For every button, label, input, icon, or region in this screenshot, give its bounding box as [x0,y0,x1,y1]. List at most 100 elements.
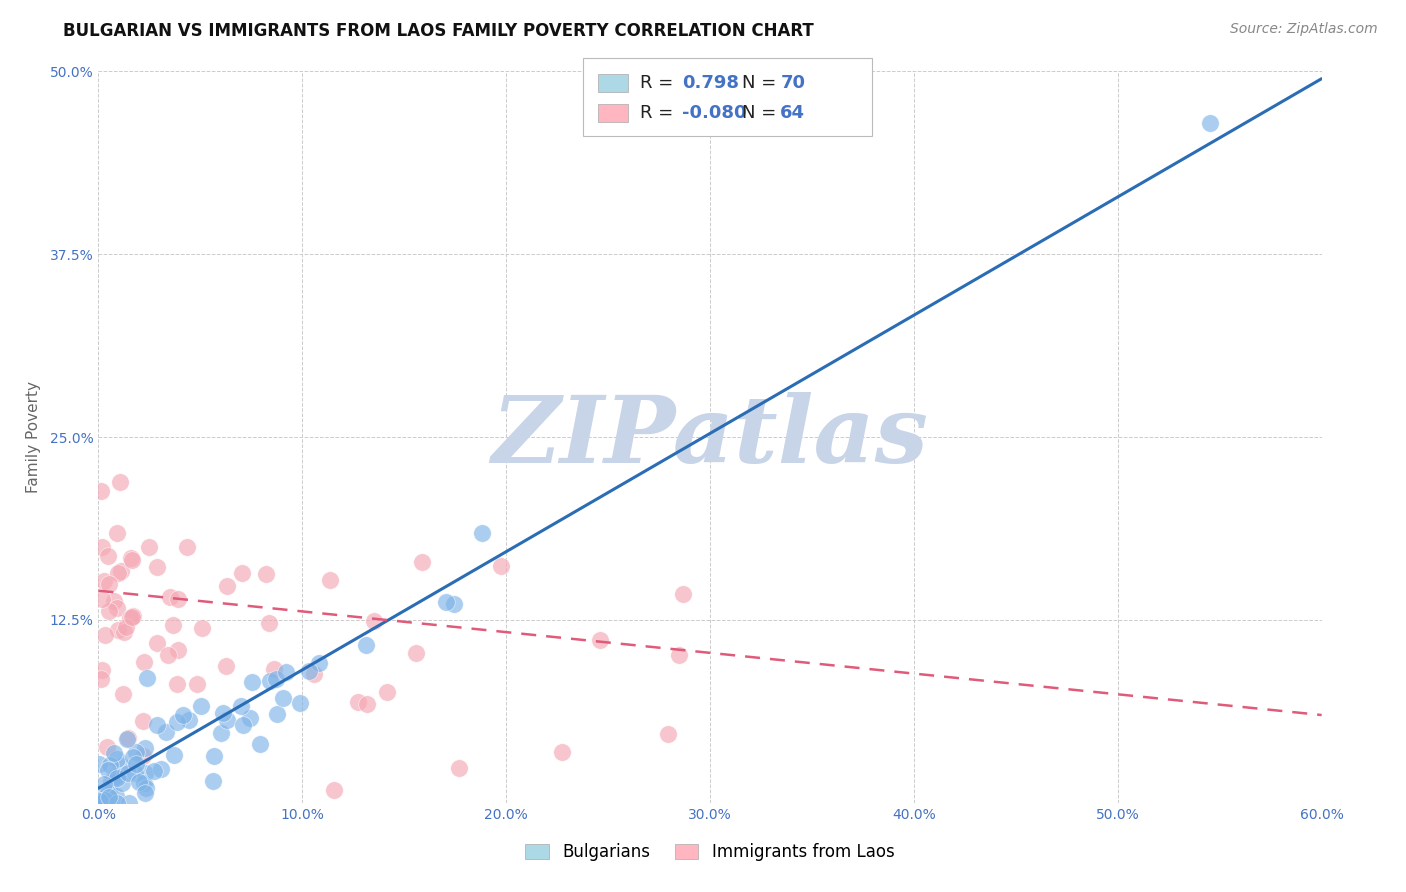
Point [103,746,125,760]
Point [100,773,122,788]
Point [121,608,143,623]
Point [90,663,112,677]
Point [166,714,188,729]
Point [288,696,311,710]
Point [89,794,111,808]
Point [94,628,117,642]
Point [105,771,128,785]
Point [120,551,142,566]
Point [668,648,690,662]
Point [202,748,225,763]
Point [166,591,188,606]
Point [672,586,695,600]
Point [97,789,120,804]
Point [489,559,512,574]
Point [117,732,139,747]
Text: 70: 70 [780,74,806,92]
Point [105,526,128,541]
Point [134,786,156,800]
Point [112,687,135,701]
Point [551,745,574,759]
Point [146,718,169,732]
Point [405,646,427,660]
Point [97,784,120,798]
Point [157,648,180,663]
Point [135,781,157,796]
Point [132,714,155,729]
Point [118,610,141,624]
Point [217,713,239,727]
Point [150,763,173,777]
Point [93,574,115,588]
Text: Source: ZipAtlas.com: Source: ZipAtlas.com [1230,22,1378,37]
Point [254,567,277,582]
Text: R =: R = [640,74,679,92]
Point [94,793,117,807]
Point [90,796,112,810]
Point [263,662,285,676]
Point [132,748,155,763]
Point [97,549,120,564]
Point [186,677,208,691]
Point [125,745,148,759]
Point [302,666,325,681]
Point [96,789,118,803]
Text: ZIPatlas: ZIPatlas [492,392,928,482]
Point [125,757,148,772]
Point [89,756,111,771]
Point [134,775,156,789]
Point [443,597,465,611]
Point [91,591,114,606]
Text: R =: R = [640,104,679,122]
Point [273,691,295,706]
Point [117,766,139,780]
Point [98,758,121,772]
Text: N =: N = [742,104,782,122]
Point [104,769,127,783]
Point [202,774,225,789]
Point [93,777,115,791]
Legend: Bulgarians, Immigrants from Laos: Bulgarians, Immigrants from Laos [519,837,901,868]
Point [356,697,378,711]
Point [103,594,125,608]
Point [155,725,177,739]
Text: 0.798: 0.798 [682,74,740,92]
Point [115,620,138,634]
Point [128,775,150,789]
Point [121,552,143,566]
Point [105,752,128,766]
Point [657,727,679,741]
Point [257,616,280,631]
Point [112,624,135,639]
Point [179,713,201,727]
Point [138,541,160,555]
Point [94,796,117,810]
Point [249,737,271,751]
Point [377,685,399,699]
Point [162,618,184,632]
Point [105,789,128,803]
Point [191,621,214,635]
Text: -0.080: -0.080 [682,104,747,122]
Point [363,614,385,628]
Point [124,766,146,780]
Point [190,699,212,714]
Point [90,792,112,806]
Point [276,665,298,680]
Point [97,796,120,810]
Point [107,566,129,581]
Point [266,707,288,722]
Point [411,555,433,569]
Point [176,540,198,554]
Point [259,674,281,689]
Point [107,623,129,637]
Point [166,677,188,691]
Point [231,566,253,581]
Point [232,718,254,732]
Point [122,750,145,764]
Point [447,761,470,775]
Point [91,540,114,554]
Point [110,564,132,578]
Point [108,475,131,489]
Point [588,633,610,648]
